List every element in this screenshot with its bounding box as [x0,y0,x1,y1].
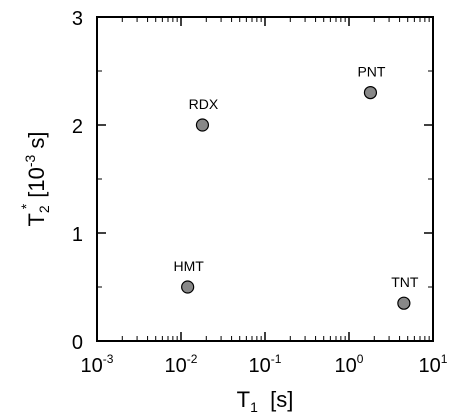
x-tick-label: 10-2 [165,352,198,377]
y-axis-ticks: 0 1 2 3 [72,8,433,354]
x-tick-label: 10-1 [249,352,282,377]
x-tick-base: 10 [249,355,271,377]
data-points: RDX PNT HMT TNT [173,64,419,310]
point-label-hmt: HMT [173,258,204,274]
data-point-rdx [195,118,210,132]
point-label-rdx: RDX [189,96,219,112]
x-tick-exponent: 0 [357,352,364,366]
point-label-pnt: PNT [357,64,385,80]
y-tick-label: 0 [72,332,83,354]
x-tick-label: 101 [419,352,448,377]
y-tick-label: 2 [72,116,83,138]
data-point-pnt [363,85,378,100]
data-point-tnt [397,296,411,310]
y-axis-title: T2* [10-3 s] [18,131,52,226]
x-tick-exponent: -1 [271,352,282,366]
x-tick-label: 10-3 [81,352,114,377]
data-point-hmt [181,280,195,294]
x-tick-base: 10 [419,355,441,377]
point-label-tnt: TNT [391,274,419,290]
x-tick-base: 10 [335,355,357,377]
y-tick-label: 3 [72,8,83,30]
x-axis-ticks: 10-3 10-2 10-1 100 101 [81,17,448,377]
x-axis-title: T1 [s] [237,387,294,415]
x-tick-exponent: -3 [103,352,114,366]
x-tick-base: 10 [165,355,187,377]
x-tick-exponent: -2 [187,352,198,366]
x-tick-base: 10 [81,355,103,377]
x-tick-label: 100 [335,352,364,377]
y-tick-label: 1 [72,224,83,246]
x-tick-exponent: 1 [441,352,448,366]
